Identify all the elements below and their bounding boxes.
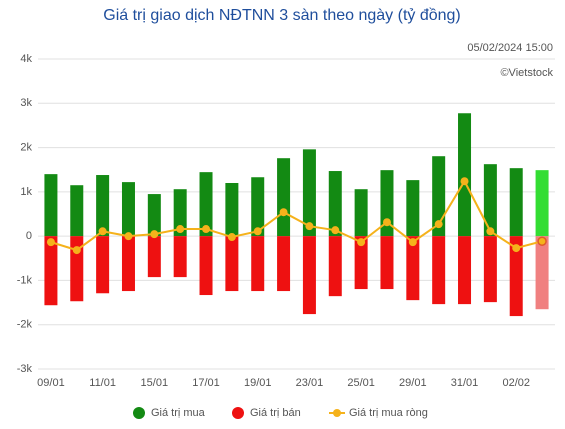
y-tick-label: 2k <box>20 141 32 153</box>
bar <box>483 236 497 303</box>
line <box>50 179 543 252</box>
bar <box>406 236 420 301</box>
line-marker <box>382 218 391 227</box>
line-marker <box>486 227 495 236</box>
x-tick-label: 15/01 <box>141 377 169 389</box>
bar <box>199 236 213 296</box>
bar <box>406 180 420 237</box>
bar <box>173 236 187 278</box>
x-tick-label: 17/01 <box>192 377 220 389</box>
bar <box>96 175 110 237</box>
line-marker <box>537 236 547 246</box>
bar <box>380 236 394 290</box>
line-marker <box>460 177 469 186</box>
bar <box>509 236 523 317</box>
bar <box>354 189 368 237</box>
bar <box>277 236 291 292</box>
x-tick-label: 02/02 <box>502 377 530 389</box>
bar <box>328 236 342 297</box>
line-marker <box>434 220 443 229</box>
line-marker <box>305 222 314 231</box>
bar <box>302 149 316 237</box>
line-marker <box>357 238 366 247</box>
bar <box>535 170 549 237</box>
bar <box>225 183 239 237</box>
bar <box>458 236 472 305</box>
legend-label: Giá trị mua <box>151 407 206 419</box>
chart-title: Giá trị giao dịch NĐTNN 3 sàn theo ngày … <box>103 7 461 24</box>
line-marker <box>331 226 340 235</box>
legend-swatch <box>133 407 145 419</box>
y-tick-label: 3k <box>20 97 32 109</box>
bar <box>380 170 394 237</box>
bar <box>483 164 497 237</box>
x-tick-label: 23/01 <box>296 377 324 389</box>
line-marker <box>150 230 159 239</box>
x-tick-label: 09/01 <box>37 377 65 389</box>
y-tick-label: 0 <box>26 230 32 242</box>
x-tick-label: 29/01 <box>399 377 427 389</box>
bar <box>225 236 239 292</box>
line-marker <box>408 238 417 247</box>
bar <box>121 182 135 237</box>
bar <box>432 236 446 305</box>
bar <box>121 236 135 292</box>
line-marker <box>72 246 81 255</box>
line-marker <box>202 225 211 234</box>
line-marker <box>253 227 262 236</box>
bar <box>458 113 472 237</box>
bar <box>277 158 291 237</box>
bar <box>147 194 161 237</box>
line-marker <box>279 208 288 217</box>
source: ©Vietstock <box>500 67 553 79</box>
bar <box>354 236 368 290</box>
bar <box>328 171 342 237</box>
legend-swatch <box>232 407 244 419</box>
legend-label: Giá trị mua ròng <box>349 407 428 419</box>
x-tick-label: 25/01 <box>347 377 375 389</box>
y-tick-label: 1k <box>20 186 32 198</box>
line-marker <box>124 232 133 241</box>
bar <box>96 236 110 294</box>
bar <box>70 185 84 237</box>
y-tick-label: 4k <box>20 53 32 65</box>
x-tick-label: 31/01 <box>451 377 479 389</box>
y-tick-label: -3k <box>17 363 33 375</box>
bar <box>199 172 213 237</box>
line-marker <box>227 233 236 242</box>
x-tick-label: 11/01 <box>89 377 116 389</box>
bar <box>173 189 187 237</box>
bar <box>251 236 265 292</box>
bar <box>302 236 316 315</box>
line-marker <box>512 244 521 253</box>
line-marker <box>98 227 107 236</box>
y-tick-label: -2k <box>17 319 33 331</box>
bar <box>509 168 523 237</box>
bar <box>44 236 58 306</box>
timestamp: 05/02/2024 15:00 <box>467 42 553 54</box>
line-marker <box>176 225 185 234</box>
bar <box>44 174 58 237</box>
bar <box>535 236 549 310</box>
x-tick-label: 19/01 <box>244 377 272 389</box>
legend-label: Giá trị bán <box>250 407 301 419</box>
line-marker <box>46 238 55 247</box>
bar <box>147 236 161 278</box>
y-tick-label: -1k <box>17 274 33 286</box>
bar <box>251 177 265 237</box>
legend-swatch <box>333 409 341 417</box>
bar <box>432 156 446 237</box>
